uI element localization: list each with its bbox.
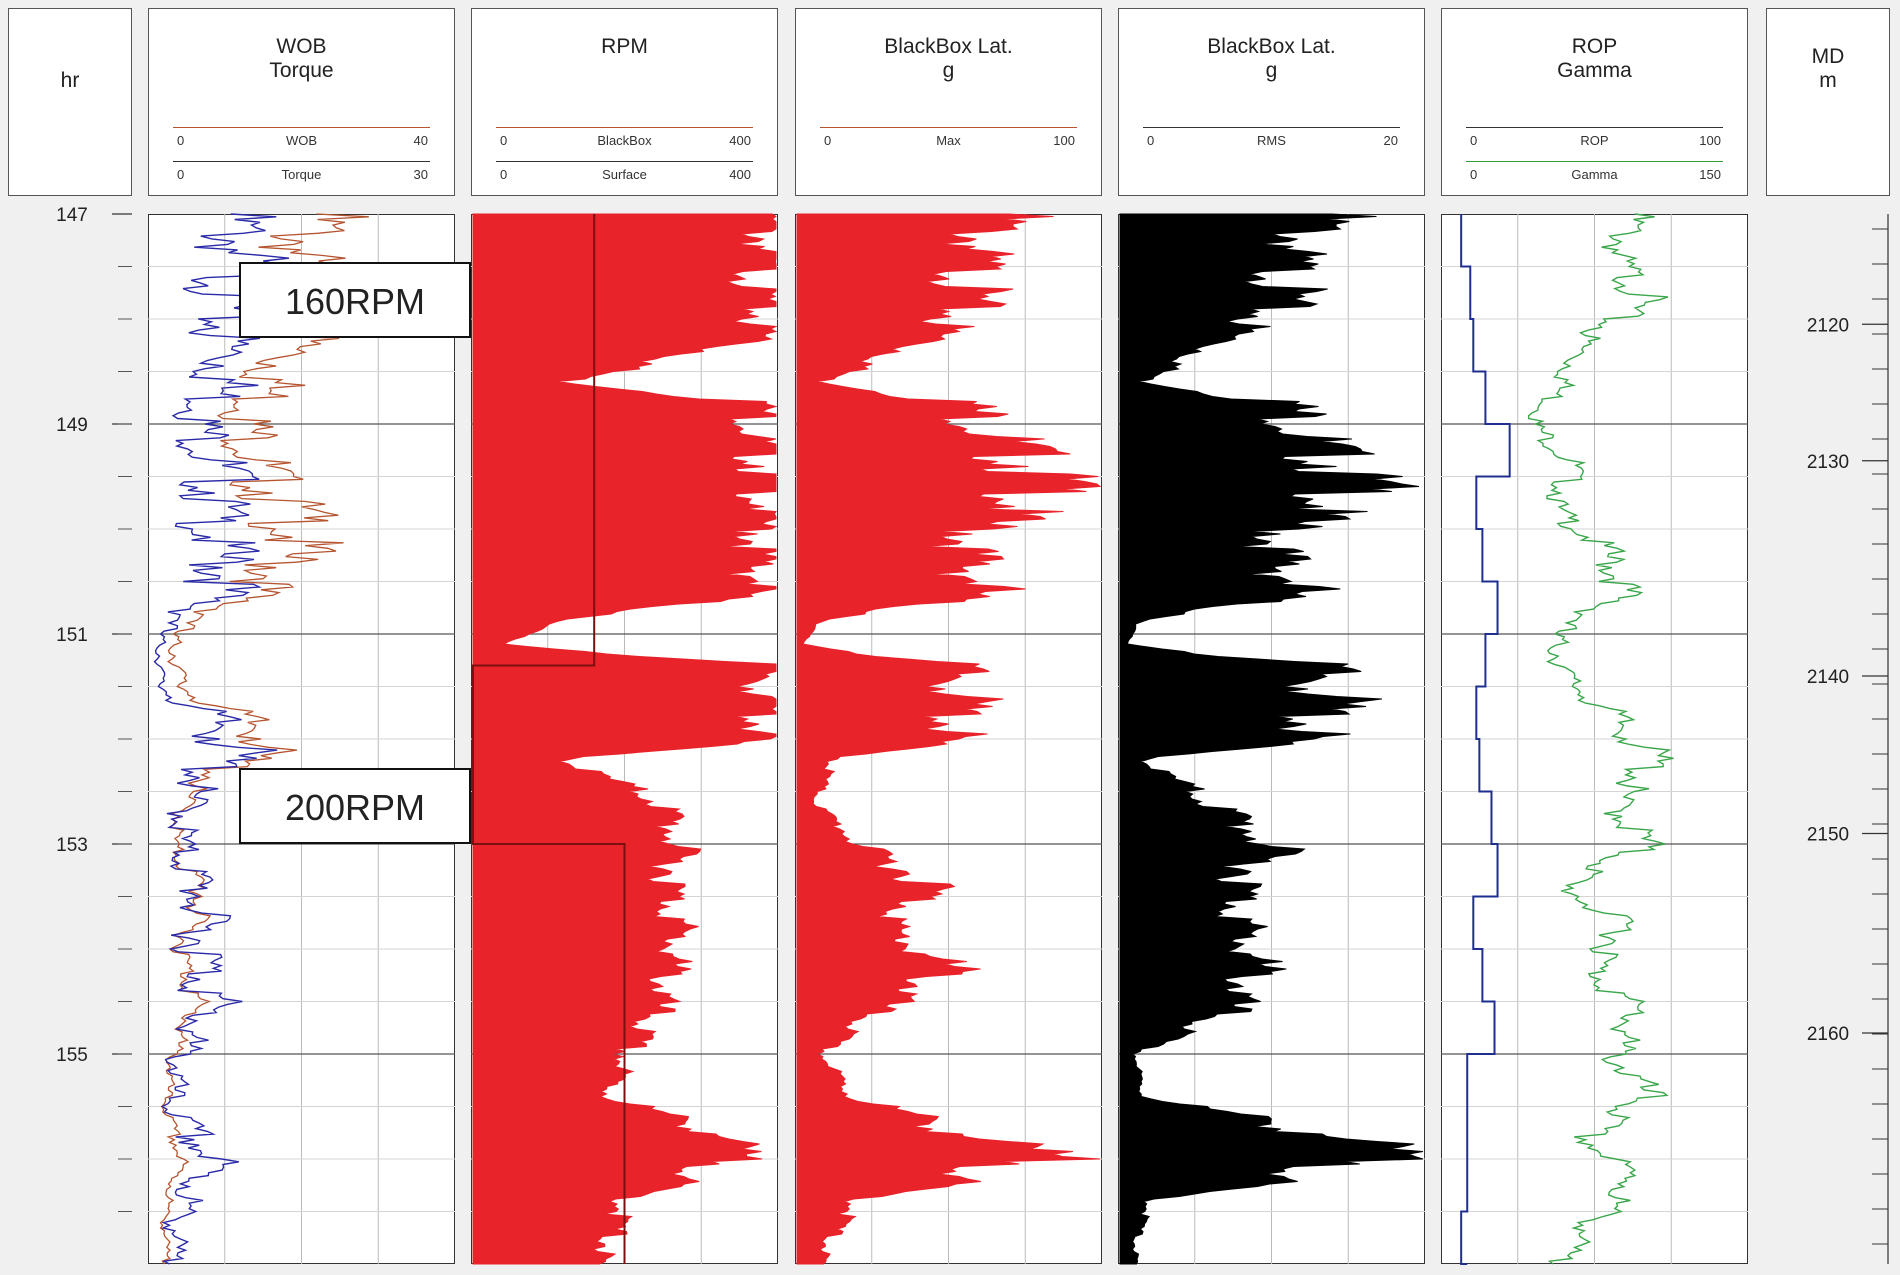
depth-tick-label: 2140 — [1807, 667, 1849, 688]
rop-header-title: ROP — [1571, 35, 1618, 58]
gamma-legend-line — [1466, 161, 1723, 162]
series-torque-line — [153, 213, 290, 1265]
surface-rpm-legend-min: 0 — [500, 167, 508, 182]
depth-tick-label: 2120 — [1807, 315, 1849, 336]
depth-tick-label: 2160 — [1807, 1024, 1849, 1045]
gamma-legend-min: 0 — [1470, 167, 1478, 182]
lat-rms-legend-line — [1143, 127, 1400, 128]
annotation-200rpm: 200RPM — [239, 768, 471, 844]
torque-legend-label: Torque — [281, 167, 322, 182]
blackbox-rpm-legend-line — [496, 127, 753, 128]
lat-rms-header-subtitle: g — [1265, 59, 1278, 82]
time-tick-label: 151 — [56, 625, 88, 646]
series-lat-max-area — [796, 213, 1102, 1265]
lat-max-legend-min: 0 — [824, 133, 832, 148]
header-wob-torque: WOB Torque 0 WOB 40 0 Torque 30 — [148, 8, 455, 196]
series-surface-rpm-line — [472, 214, 626, 1264]
time-tick-label: 153 — [56, 835, 88, 856]
wob-legend-line — [173, 127, 430, 128]
rop-legend-max: 100 — [1699, 133, 1721, 148]
surface-rpm-legend-line — [496, 161, 753, 162]
wob-legend-min: 0 — [177, 133, 185, 148]
wob-legend-label: WOB — [285, 133, 318, 148]
header-rpm: RPM 0 BlackBox 400 0 Surface 400 — [471, 8, 778, 196]
surface-rpm-legend-label: Surface — [602, 167, 647, 182]
gamma-legend-max: 150 — [1699, 167, 1721, 182]
md-header-subtitle: m — [1819, 69, 1837, 92]
header-lat-rms: BlackBox Lat. g 0 RMS 20 — [1118, 8, 1425, 196]
series-rop-line — [1460, 214, 1511, 1265]
rpm-header-title: RPM — [601, 35, 648, 58]
md-header-title: MD — [1811, 45, 1845, 68]
rop-legend-label: ROP — [1580, 133, 1609, 148]
rop-header-subtitle: Gamma — [1557, 59, 1632, 82]
wob-header-subtitle: Torque — [269, 59, 334, 82]
series-lat-rms-area — [1119, 213, 1424, 1265]
time-axis-title: hr — [60, 69, 80, 92]
lat-max-legend-label: Max — [936, 133, 961, 148]
series-gamma-line — [1527, 213, 1674, 1265]
rop-legend-min: 0 — [1470, 133, 1478, 148]
lat-rms-legend-max: 20 — [1383, 133, 1398, 148]
torque-legend-min: 0 — [177, 167, 185, 182]
time-tick-label: 155 — [56, 1045, 88, 1066]
header-md: MD m — [1766, 8, 1890, 196]
lat-max-legend-line — [820, 127, 1077, 128]
lat-max-header-subtitle: g — [942, 59, 955, 82]
lat-max-legend-max: 100 — [1053, 133, 1075, 148]
annotation-160rpm: 160RPM — [239, 262, 471, 338]
blackbox-rpm-legend-min: 0 — [500, 133, 508, 148]
torque-legend-max: 30 — [413, 167, 428, 182]
lat-max-header-title: BlackBox Lat. — [884, 35, 1013, 58]
time-tick-label: 147 — [56, 205, 88, 226]
blackbox-rpm-legend-label: BlackBox — [597, 133, 652, 148]
depth-tick-label: 2130 — [1807, 452, 1849, 473]
time-tick-label: 149 — [56, 415, 88, 436]
header-time: hr — [8, 8, 132, 196]
blackbox-rpm-legend-max: 400 — [729, 133, 751, 148]
wob-header-title: WOB — [276, 35, 327, 58]
lat-rms-legend-label: RMS — [1257, 133, 1286, 148]
series-wob-line — [159, 213, 369, 1265]
header-lat-max: BlackBox Lat. g 0 Max 100 — [795, 8, 1102, 196]
lat-rms-header-title: BlackBox Lat. — [1207, 35, 1336, 58]
gamma-legend-label: Gamma — [1571, 167, 1618, 182]
series-blackbox-rpm-area — [472, 213, 778, 1265]
header-rop-gamma: ROP Gamma 0 ROP 100 0 Gamma 150 — [1441, 8, 1748, 196]
depth-tick-label: 2150 — [1807, 825, 1849, 846]
wob-legend-max: 40 — [413, 133, 428, 148]
rop-legend-line — [1466, 127, 1723, 128]
torque-legend-line — [173, 161, 430, 162]
lat-rms-legend-min: 0 — [1147, 133, 1155, 148]
surface-rpm-legend-max: 400 — [729, 167, 751, 182]
